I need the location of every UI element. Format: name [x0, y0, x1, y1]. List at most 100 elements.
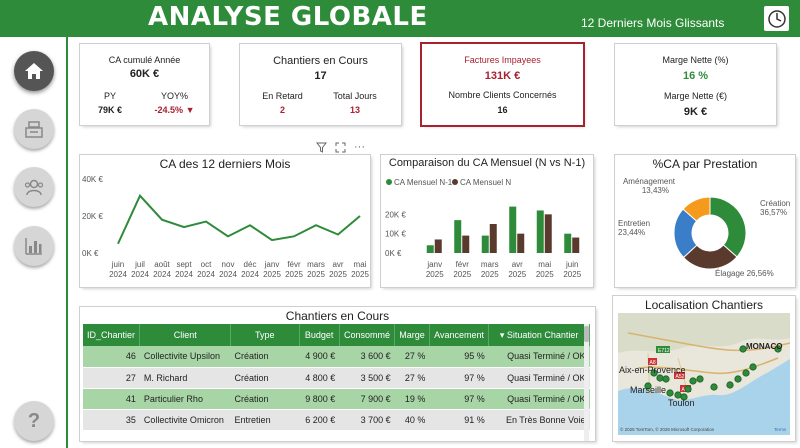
- kpi-py-label: PY: [103, 91, 116, 101]
- page-title: ANALYSE GLOBALE: [148, 2, 428, 32]
- visual-toolbar: ···: [316, 141, 365, 153]
- table-row[interactable]: 27 M. Richard Création 4 800 €3 500 €27 % 97…: [83, 367, 590, 389]
- col-situation-wrap[interactable]: ▾ Situation Chantier: [488, 324, 590, 346]
- table-scrollbar[interactable]: [584, 324, 589, 441]
- map-marker[interactable]: [656, 374, 664, 382]
- map-markers: [644, 345, 782, 401]
- pie-label-entretien: Entretien: [618, 219, 650, 228]
- x-tick-month: févr: [456, 260, 470, 269]
- pie-slice[interactable]: [682, 196, 711, 222]
- col-consomme[interactable]: Consommé: [339, 324, 396, 346]
- kpi-marge-pct-value: 16 %: [682, 70, 709, 82]
- table-cell: 35: [83, 409, 140, 431]
- bar-chart-card[interactable]: Comparaison du CA Mensuel (N vs N-1) CA …: [381, 155, 593, 287]
- line-chart-card[interactable]: CA des 12 derniers Mois 0K € 20K € 40K € ju…: [80, 155, 370, 287]
- more-options-icon[interactable]: ···: [354, 141, 365, 153]
- col-marge[interactable]: Marge: [394, 324, 430, 346]
- map-marker[interactable]: [696, 375, 704, 383]
- focus-mode-icon[interactable]: [335, 142, 346, 153]
- table-header-row: ID_Chantier Client Type Budget Consommé …: [83, 324, 590, 346]
- x-tick-month: oct: [201, 260, 212, 269]
- col-avancement[interactable]: Avancement: [429, 324, 490, 346]
- road-a8-label: A8: [650, 360, 656, 366]
- bar-n1[interactable]: [509, 206, 517, 253]
- kpi-factures-card[interactable]: Factures Impayees 131K € Nombre Clients …: [422, 44, 583, 125]
- kpi-chantiers-card[interactable]: Chantiers en Cours 17 En Retard 2 Total …: [240, 44, 401, 125]
- map-marker[interactable]: [726, 381, 734, 389]
- table-cell: Entretien: [230, 409, 300, 431]
- map-marker[interactable]: [680, 393, 688, 401]
- bar-n[interactable]: [572, 237, 580, 253]
- sort-desc-icon[interactable]: ▾: [499, 329, 505, 340]
- table-cell: M. Richard: [139, 367, 231, 389]
- road-e712-badge: [656, 346, 670, 353]
- kpi-retard-value: 2: [279, 105, 285, 115]
- table-row[interactable]: 41 Particulier Rho Création 9 800 €7 900 €1…: [83, 388, 590, 410]
- city-toulon: Toulon: [668, 398, 695, 408]
- map-marker[interactable]: [742, 369, 750, 377]
- map-marker[interactable]: [749, 363, 757, 371]
- x-tick-year: 2024: [131, 270, 149, 279]
- road-a8-badge: [648, 358, 657, 365]
- help-icon[interactable]: ?: [14, 401, 54, 441]
- bar-n[interactable]: [462, 235, 470, 253]
- bar-n1[interactable]: [426, 245, 434, 253]
- col-id[interactable]: ID_Chantier: [83, 324, 141, 346]
- table-row[interactable]: 35 Collectivite Omicron Entretien 6 200 €3 …: [83, 409, 590, 431]
- table-cell: 4 900 €: [299, 346, 340, 368]
- bar-n[interactable]: [434, 239, 442, 253]
- col-budget[interactable]: Budget: [299, 324, 340, 346]
- map-canvas[interactable]: E712 A8 A52 A50: [618, 313, 790, 435]
- clock-icon[interactable]: [763, 5, 790, 32]
- pie-chart-card[interactable]: %CA par Prestation Création 36,57% Élagage…: [615, 155, 795, 287]
- kpi-factures-value: 131K €: [484, 70, 521, 82]
- x-tick-year: 2025: [453, 270, 471, 279]
- map-marker[interactable]: [689, 377, 697, 385]
- pie-slice[interactable]: [709, 196, 747, 258]
- map-marker[interactable]: [739, 345, 747, 353]
- x-tick-month: mai: [538, 260, 551, 269]
- map-card[interactable]: Localisation Chantiers E712 A8 A52 A50: [613, 296, 795, 441]
- map-marker[interactable]: [644, 382, 652, 390]
- bar-chart-icon[interactable]: [14, 226, 54, 266]
- x-tick-year: 2025: [307, 270, 325, 279]
- map-marker[interactable]: [710, 383, 718, 391]
- table-cell: Quasi Terminé / OK: [488, 388, 590, 410]
- bar-n[interactable]: [544, 214, 552, 253]
- kpi-yoy-value-wrap: -24.5% ▼: [140, 105, 209, 115]
- bar-n1[interactable]: [481, 235, 489, 253]
- ca-series-line[interactable]: [117, 193, 361, 245]
- map-marker[interactable]: [774, 345, 782, 353]
- kpi-retard-label: En Retard: [262, 91, 303, 101]
- bar-n[interactable]: [489, 224, 497, 253]
- map-marker[interactable]: [662, 375, 670, 383]
- users-icon[interactable]: [14, 167, 54, 207]
- map-marker[interactable]: [650, 369, 658, 377]
- bar-n[interactable]: [517, 233, 525, 253]
- map-terms-link[interactable]: Terms: [774, 427, 787, 432]
- home-icon[interactable]: [14, 51, 54, 91]
- kpi-ca-card[interactable]: CA cumulé Année 60K € PY 79K € YOY% -24.…: [80, 44, 209, 125]
- map-marker[interactable]: [666, 389, 674, 397]
- pie-label-creation-pct: 36,57%: [760, 208, 787, 217]
- bar-n1[interactable]: [564, 233, 572, 253]
- col-type[interactable]: Type: [230, 324, 300, 346]
- col-client[interactable]: Client: [139, 324, 232, 346]
- table-row[interactable]: 46 Collectivite Upsilon Création 4 900 €3 6…: [83, 346, 590, 368]
- pie-label-elagage: Élagage 26,56%: [715, 269, 774, 278]
- bar-n1[interactable]: [454, 220, 462, 253]
- kpi-marge-card[interactable]: Marge Nette (%) 16 % Marge Nette (€) 9K …: [615, 44, 776, 125]
- bar-n1[interactable]: [536, 210, 544, 253]
- cash-register-icon[interactable]: [14, 109, 54, 149]
- table-scroll-thumb[interactable]: [584, 326, 589, 342]
- map-marker[interactable]: [684, 385, 692, 393]
- x-tick-year: 2025: [285, 270, 303, 279]
- map-marker[interactable]: [734, 375, 742, 383]
- filter-icon[interactable]: [316, 142, 327, 153]
- legend-n1-swatch: [386, 179, 392, 185]
- table-cell: 3 600 €: [339, 346, 395, 368]
- x-tick-year: 2024: [153, 270, 171, 279]
- kpi-clients-label: Nombre Clients Concernés: [448, 90, 557, 100]
- map-title: Localisation Chantiers: [644, 298, 764, 312]
- table-cell: 7 900 €: [339, 388, 395, 410]
